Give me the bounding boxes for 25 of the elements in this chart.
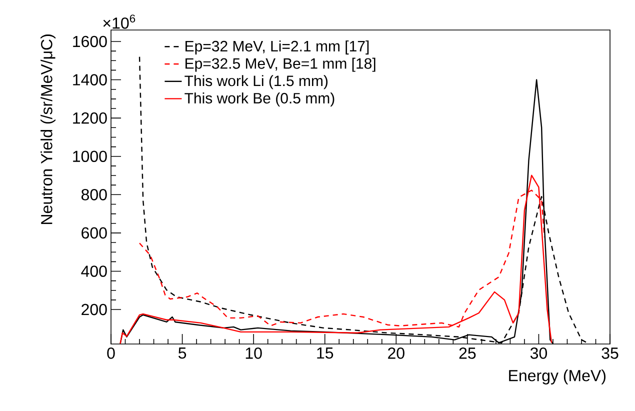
legend-label: This work Li (1.5 mm) (184, 75, 328, 90)
legend-label: Ep=32 MeV, Li=2.1 mm [17] (186, 40, 369, 54)
y-tick-label: 1200 (73, 112, 107, 124)
text: ×10$^{6}$ (103, 14, 136, 29)
line-series (120, 174, 552, 344)
x-tick-label: 10 (246, 348, 262, 359)
x-tick-label: 5 (178, 348, 186, 359)
legend-label: Ep=32.5 MeV, Be=1 mm [18] (186, 58, 376, 72)
x-tick-label: 35 (602, 348, 618, 359)
y-axis-title: Neutron Yield (/sr/MeV/μC) (40, 34, 56, 224)
x-tick-label: 30 (530, 348, 547, 359)
x-tick-label: 25 (459, 348, 476, 359)
y-tick-label: 1000 (73, 150, 107, 162)
x-axis-title: Energy (MeV) (509, 370, 606, 384)
y-tick-label: 600 (82, 227, 107, 239)
x-tick-label: 20 (388, 348, 404, 359)
y-tick-label: 1600 (73, 36, 107, 48)
x-tick-label: 0 (107, 348, 115, 359)
legend-label: This work Be (0.5 mm) (184, 92, 334, 106)
y-tick-label: 1400 (73, 74, 107, 86)
y-tick-label: 400 (81, 266, 107, 277)
line-series (138, 190, 546, 328)
y-tick-label: 200 (82, 304, 107, 316)
x-tick-label: 15 (317, 348, 334, 359)
y-tick-label: 800 (81, 188, 107, 200)
